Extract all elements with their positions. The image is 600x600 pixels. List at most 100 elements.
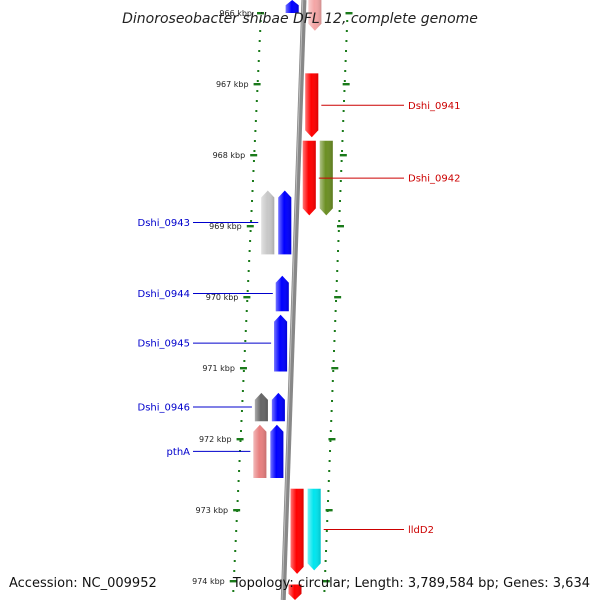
kbp-tick-left <box>243 296 251 299</box>
guide-dot <box>345 40 348 42</box>
gene-arrow[interactable] <box>290 488 304 574</box>
guide-dot <box>327 490 330 492</box>
gene-arrow-shading <box>275 275 289 312</box>
gene-arrow-shading <box>254 392 268 422</box>
gene-label[interactable]: Dshi_0943 <box>138 218 190 229</box>
guide-dot <box>249 230 252 232</box>
gene-arrow[interactable] <box>302 140 316 216</box>
gene-label[interactable]: Dshi_0945 <box>138 339 190 350</box>
guide-dot <box>336 260 339 262</box>
guide-dot <box>341 130 344 132</box>
guide-dot <box>335 300 338 302</box>
guide-dot <box>346 20 349 22</box>
kbp-tick-left <box>246 225 254 228</box>
kbp-tick-right <box>342 83 350 86</box>
guide-dot <box>327 480 330 482</box>
gene-arrow[interactable] <box>271 392 285 422</box>
kbp-tick-label: 973 kbp <box>196 506 229 515</box>
guide-dot <box>340 160 343 162</box>
guide-dot <box>344 60 347 62</box>
guide-dot <box>247 270 250 272</box>
gene-arrow[interactable] <box>278 190 292 255</box>
kbp-tick-right <box>339 154 347 157</box>
guide-dot <box>252 170 255 172</box>
gene-arrow[interactable] <box>261 190 275 255</box>
guide-dot <box>332 370 335 372</box>
guide-dot <box>248 260 251 262</box>
guide-dot <box>255 110 258 112</box>
kbp-tick-left <box>239 367 247 370</box>
gene-arrow[interactable] <box>274 314 288 372</box>
guide-dot <box>249 240 252 242</box>
guide-dot <box>329 430 332 432</box>
guide-dot <box>258 40 261 42</box>
guide-dot <box>328 460 331 462</box>
guide-dot <box>331 380 334 382</box>
kbp-tick-right <box>322 580 330 583</box>
kbp-tick-label: 966 kbp <box>219 9 252 18</box>
gene-label[interactable]: Dshi_0946 <box>138 403 190 414</box>
guide-dot <box>257 70 260 72</box>
gene-arrow-shading <box>290 488 304 574</box>
guide-dot <box>333 350 336 352</box>
kbp-tick-right <box>331 367 339 370</box>
guide-dot <box>239 440 242 442</box>
guide-dot <box>255 100 258 102</box>
gene-arrow[interactable] <box>253 424 267 478</box>
gene-arrow[interactable] <box>307 488 321 571</box>
kbp-tick-label: 972 kbp <box>199 435 232 444</box>
guide-dot <box>337 250 340 252</box>
backbone-highlight <box>281 0 304 600</box>
gene-arrow[interactable] <box>254 392 268 422</box>
gene-arrow[interactable] <box>275 275 289 312</box>
guide-dot <box>339 200 342 202</box>
gene-arrow-shading <box>274 314 288 372</box>
guide-dot <box>332 360 335 362</box>
guide-dot <box>251 180 254 182</box>
guide-dot <box>250 220 253 222</box>
gene-arrow-shading <box>305 73 319 138</box>
guide-dot <box>256 90 259 92</box>
guide-dot <box>248 250 251 252</box>
guide-dot <box>324 560 327 562</box>
guide-dot <box>245 310 248 312</box>
guide-dot <box>343 80 346 82</box>
guide-dot <box>341 150 344 152</box>
gene-label[interactable]: Dshi_0942 <box>408 174 460 185</box>
guide-dot <box>247 280 250 282</box>
gene-arrow[interactable] <box>308 0 322 31</box>
guide-dot <box>338 210 341 212</box>
guide-dot <box>330 410 333 412</box>
guide-dot <box>254 120 257 122</box>
guide-dot <box>245 320 248 322</box>
kbp-tick-right <box>325 509 333 512</box>
guide-dot <box>333 340 336 342</box>
guide-dot <box>234 550 237 552</box>
gene-arrow-shading <box>288 584 302 600</box>
guide-dot <box>253 150 256 152</box>
backbone-line <box>280 0 307 600</box>
guide-dot <box>233 570 236 572</box>
kbp-tick-right <box>334 296 342 299</box>
gene-arrow[interactable] <box>285 0 299 13</box>
kbp-tick-right <box>328 438 336 441</box>
guide-dot <box>335 280 338 282</box>
guide-dot <box>233 560 236 562</box>
gene-label[interactable]: lldD2 <box>408 525 434 536</box>
kbp-tick-right <box>345 12 353 15</box>
gene-label[interactable]: pthA <box>167 447 191 458</box>
guide-dot <box>327 500 330 502</box>
guide-dot <box>257 60 260 62</box>
gene-arrow-shading <box>261 190 275 255</box>
guide-dot <box>236 500 239 502</box>
gene-label[interactable]: Dshi_0944 <box>138 289 190 300</box>
gene-arrow[interactable] <box>270 424 284 478</box>
guide-dot <box>342 110 345 112</box>
gene-arrow[interactable] <box>288 584 302 600</box>
guide-dot <box>251 190 254 192</box>
gene-label[interactable]: Dshi_0941 <box>408 101 460 112</box>
gene-arrow[interactable] <box>305 73 319 138</box>
guide-dot <box>252 160 255 162</box>
guide-dot <box>334 320 337 322</box>
guide-dot <box>345 30 348 32</box>
